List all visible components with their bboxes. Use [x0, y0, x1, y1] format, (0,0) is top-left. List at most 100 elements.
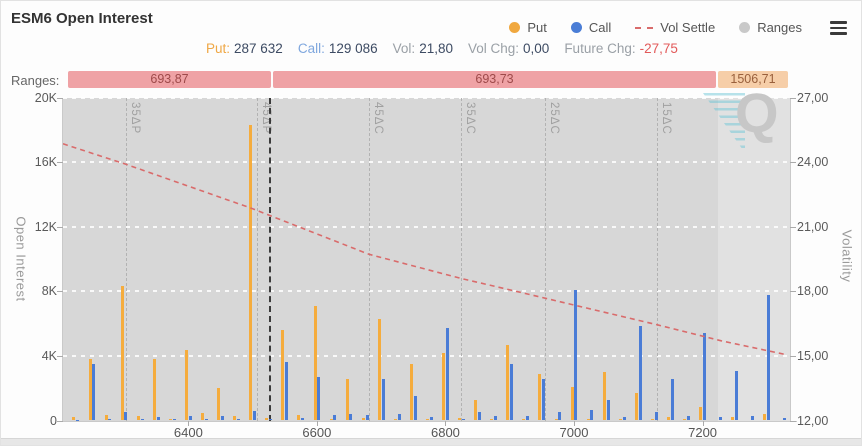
put-bar: [120, 286, 124, 421]
call-bar: [590, 410, 594, 421]
call-bar: [413, 396, 417, 421]
call-bar: [365, 414, 369, 421]
put-bar: [474, 399, 478, 421]
delta-label: 25ΔC: [548, 102, 561, 135]
delta-gridline: [257, 97, 259, 421]
put-bar: [168, 418, 172, 421]
y-axis-label-right: 15,00: [797, 348, 829, 363]
stat-value: -27,75: [639, 41, 678, 56]
call-bar: [333, 414, 337, 421]
call-bar: [751, 415, 755, 421]
bottom-scrollbar[interactable]: [1, 438, 861, 445]
gridline: [63, 96, 790, 99]
call-bar: [702, 333, 706, 421]
y-tick-left: [57, 420, 63, 422]
put-bar: [136, 415, 140, 421]
x-tick: [574, 420, 576, 426]
delta-label: 35ΔP: [128, 102, 141, 135]
stat-item: Future Chg: -27,75: [564, 41, 678, 56]
stat-value: 129 086: [328, 41, 378, 56]
call-bar: [494, 416, 498, 421]
delta-gridline: [656, 97, 658, 421]
legend-label: Put: [527, 20, 547, 36]
gridline: [63, 161, 790, 164]
y-axis-title-left: Open Interest: [13, 216, 29, 302]
put-bar: [506, 344, 510, 421]
y-tick-right: [790, 97, 796, 99]
put-bar: [233, 416, 237, 421]
vol-settle-swatch-icon: [635, 26, 654, 29]
call-bar: [606, 399, 610, 421]
x-tick: [316, 420, 318, 426]
y-tick-left: [57, 162, 63, 164]
put-bar: [345, 378, 349, 421]
put-bar: [763, 414, 767, 421]
plot-background: [63, 97, 718, 421]
call-bar: [445, 328, 449, 421]
put-bar: [281, 330, 285, 421]
put-bar: [425, 418, 429, 421]
put-bar: [458, 418, 462, 421]
y-axis-label-left: 12K: [34, 219, 57, 234]
watermark-q-logo: Q: [735, 81, 779, 144]
y-tick-right: [790, 355, 796, 357]
x-axis-label: 6600: [302, 425, 332, 440]
call-bar: [670, 378, 674, 421]
y-tick-right: [790, 291, 796, 293]
delta-gridline: [125, 97, 127, 421]
legend-item-vol-settle[interactable]: Vol Settle: [635, 20, 715, 35]
put-bar: [570, 387, 574, 421]
call-bar: [558, 412, 562, 421]
put-bar: [88, 359, 92, 421]
y-axis-line-left: [62, 97, 63, 421]
y-axis-label-right: 12,00: [797, 413, 829, 428]
put-bar: [377, 318, 381, 421]
put-bar: [667, 417, 671, 421]
delta-label: 45ΔC: [371, 102, 384, 135]
delta-gridline: [545, 97, 547, 421]
stat-value: 0,00: [523, 41, 550, 56]
y-tick-right: [790, 226, 796, 228]
put-swatch-icon: [509, 22, 521, 34]
stat-item: Vol: 21,80: [393, 41, 453, 56]
y-tick-left: [57, 355, 63, 357]
x-axis-label: 6800: [430, 425, 460, 440]
page-title: ESM6 Open Interest: [11, 10, 153, 27]
call-bar: [349, 414, 353, 421]
put-bar: [602, 372, 606, 421]
stat-item: Call: 129 086: [298, 41, 378, 56]
legend-item-call[interactable]: Call: [570, 20, 611, 35]
call-bar: [204, 418, 208, 421]
put-bar: [409, 363, 413, 421]
stat-label: Vol Chg:: [467, 41, 520, 56]
call-bar: [188, 415, 192, 421]
call-bar: [124, 412, 128, 421]
put-bar: [361, 418, 365, 421]
put-bar: [329, 418, 333, 421]
call-bar: [783, 418, 787, 421]
put-bar: [201, 413, 204, 421]
delta-gridline: [460, 97, 462, 421]
legend-label: Vol Settle: [660, 20, 716, 36]
y-tick-right: [790, 420, 796, 422]
call-bar: [92, 363, 96, 421]
put-bar: [586, 418, 590, 421]
put-bar: [313, 305, 317, 421]
stat-value: 287 632: [234, 41, 283, 56]
y-axis-line-right: [790, 97, 791, 421]
x-axis-label: 7000: [559, 425, 589, 440]
legend-item-put[interactable]: Put: [509, 20, 547, 35]
put-bar: [184, 350, 188, 421]
ranges-label: Ranges:: [11, 73, 60, 88]
gridline: [63, 225, 790, 228]
call-bar: [140, 418, 144, 421]
put-bar: [634, 393, 638, 421]
menu-icon[interactable]: [828, 19, 849, 37]
put-bar: [265, 418, 269, 421]
y-axis-label-right: 18,00: [797, 284, 829, 299]
put-bar: [152, 359, 156, 421]
call-bar: [574, 290, 578, 421]
x-tick: [445, 420, 447, 426]
range-segment: 693,73: [273, 71, 716, 88]
legend-item-ranges[interactable]: Ranges: [739, 20, 802, 35]
